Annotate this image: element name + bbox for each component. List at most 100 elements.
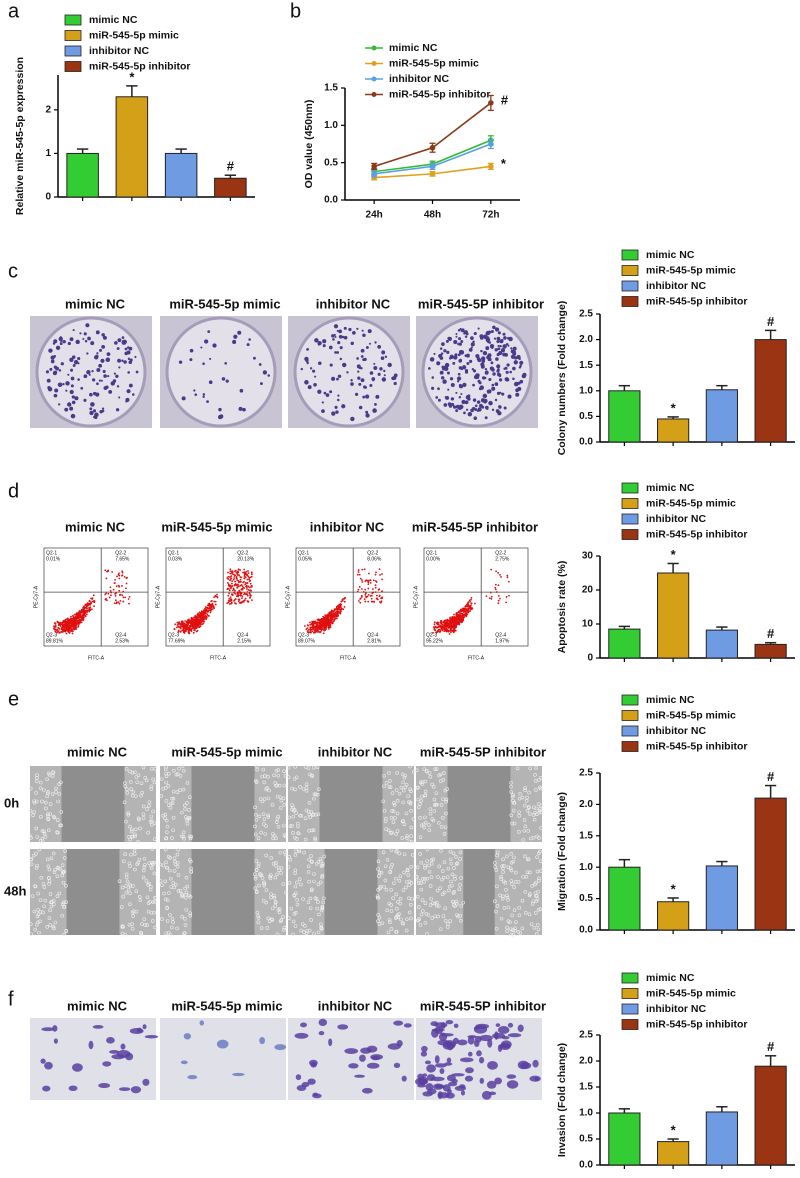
colony-dot: [134, 355, 137, 359]
x-tick-label: 48h: [424, 210, 441, 221]
cell: [299, 928, 303, 933]
event-dot: [208, 603, 211, 606]
event-dot: [199, 625, 202, 627]
event-dot: [359, 601, 362, 604]
event-dot: [75, 628, 78, 630]
invaded-cell: [457, 1039, 468, 1046]
cell: [382, 784, 386, 789]
flow-x-label: FITC-A: [88, 655, 105, 661]
cell: [443, 906, 448, 911]
cell: [139, 932, 144, 937]
cell: [167, 891, 171, 895]
cell: [282, 925, 287, 930]
flow-y-label: PE-Cy7-A: [155, 585, 161, 608]
colony-dot: [449, 377, 454, 381]
cell: [381, 850, 386, 855]
event-dot: [58, 623, 60, 625]
event-dot: [462, 618, 465, 621]
colony-dot: [91, 369, 94, 373]
event-dot: [200, 614, 203, 617]
cell: [32, 909, 37, 914]
event-dot: [245, 585, 247, 588]
cell: [264, 824, 268, 828]
cell: [293, 924, 298, 928]
cell: [513, 880, 518, 884]
event-dot: [380, 597, 382, 600]
colony-dot: [106, 352, 111, 357]
cell: [408, 787, 412, 792]
cell: [509, 932, 513, 937]
cell: [149, 784, 154, 789]
cell: [403, 785, 408, 789]
cell: [279, 918, 284, 922]
event-dot: [370, 597, 373, 600]
invaded-cell: [136, 1027, 143, 1033]
event-dot: [239, 576, 242, 578]
cell: [319, 925, 324, 930]
cell: [130, 793, 135, 798]
colony-dot: [433, 352, 436, 355]
column-title: inhibitor NC: [310, 519, 385, 534]
cell-sheet: [254, 849, 286, 935]
colony-dot: [55, 345, 61, 351]
cell: [533, 882, 537, 887]
cell: [528, 766, 533, 771]
event-dot: [125, 587, 127, 590]
event-dot: [203, 617, 206, 620]
event-dot: [307, 624, 310, 627]
legend-label: mimic NC: [646, 249, 695, 261]
event-dot: [332, 615, 335, 618]
cell: [535, 855, 539, 859]
cell: [499, 877, 504, 881]
cell: [307, 857, 311, 862]
event-dot: [209, 608, 212, 611]
cell: [438, 886, 442, 891]
colony-dot: [77, 356, 81, 361]
cell: [303, 837, 308, 842]
cell: [530, 902, 535, 906]
cell: [298, 813, 302, 818]
invaded-cell: [118, 1087, 131, 1092]
colony-dot: [374, 341, 377, 344]
photo: [286, 848, 415, 937]
cell: [124, 890, 129, 895]
colony-dot: [69, 357, 74, 362]
cell: [138, 826, 142, 831]
invaded-cell: [307, 1078, 316, 1085]
invaded-cell: [366, 1062, 380, 1069]
colony-dot: [479, 385, 484, 390]
colony-dot: [492, 372, 496, 376]
cell: [170, 925, 174, 930]
cell: [142, 856, 147, 861]
event-dot: [462, 616, 465, 618]
colony-dot: [465, 395, 471, 400]
cell: [526, 829, 531, 833]
cell: [45, 857, 50, 862]
cell: [301, 787, 306, 791]
cell: [399, 785, 404, 790]
cell: [297, 849, 302, 854]
colony-dot: [350, 341, 354, 346]
quadrant-name: Q2-2: [115, 550, 126, 556]
cell: [42, 788, 46, 792]
colony-dot: [86, 369, 91, 375]
legend-label: miR-545-5p inhibitor: [389, 88, 491, 100]
colony-dot: [329, 390, 333, 394]
cell: [145, 895, 150, 900]
cell: [153, 925, 157, 930]
y-tick-label: 2.5: [579, 768, 593, 779]
invaded-cell: [434, 1022, 448, 1028]
event-dot: [447, 630, 450, 632]
colony-dot: [446, 371, 450, 375]
event-dot: [327, 624, 329, 627]
cell: [494, 868, 499, 872]
cell: [533, 810, 537, 815]
cell: [181, 787, 186, 792]
colony-dot: [115, 408, 120, 412]
cell: [512, 855, 516, 860]
cell: [54, 790, 58, 794]
colony-dot: [360, 378, 365, 383]
colony-dot: [70, 368, 74, 372]
legend-label: mimic NC: [389, 42, 438, 54]
cell: [522, 828, 527, 833]
